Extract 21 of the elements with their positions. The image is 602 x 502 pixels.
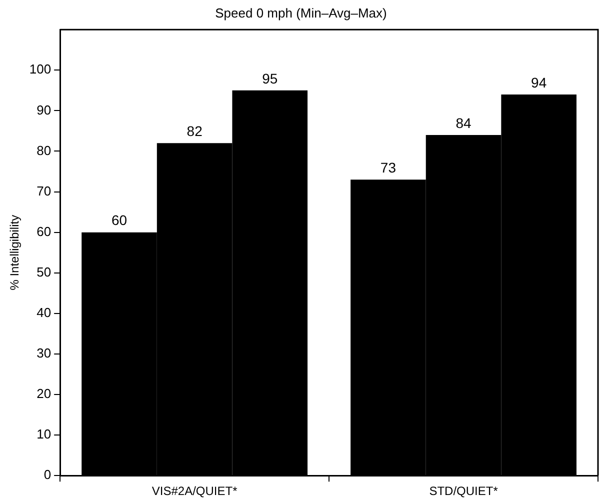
y-tick-label: 50 [36,264,52,280]
y-tick-label: 80 [36,142,52,158]
y-tick-label: 90 [36,102,52,118]
y-tick-label: 60 [36,224,52,239]
y-tick-label: 10 [36,426,52,442]
x-tick-label: STD/QUIET* [429,484,498,498]
x-tick-label: VIS#2A/QUIET* [152,484,238,498]
data-label: 82 [186,122,203,139]
data-label: 73 [380,159,396,176]
y-axis-title: % Intelligibility [8,214,22,290]
y-tick-label: 100 [29,62,52,77]
y-tick-label: 20 [36,386,52,402]
y-tick-label: 30 [36,346,52,361]
data-label: 95 [262,70,278,86]
data-label: 60 [111,212,128,228]
data-label: 84 [456,114,472,131]
y-tick-label: 0 [44,467,52,482]
y-tick-label: 40 [36,304,52,320]
y-tick-label: 70 [36,183,52,198]
data-label: 94 [531,74,547,90]
chart-title: Speed 0 mph (Min–Avg–Max) [215,5,387,20]
